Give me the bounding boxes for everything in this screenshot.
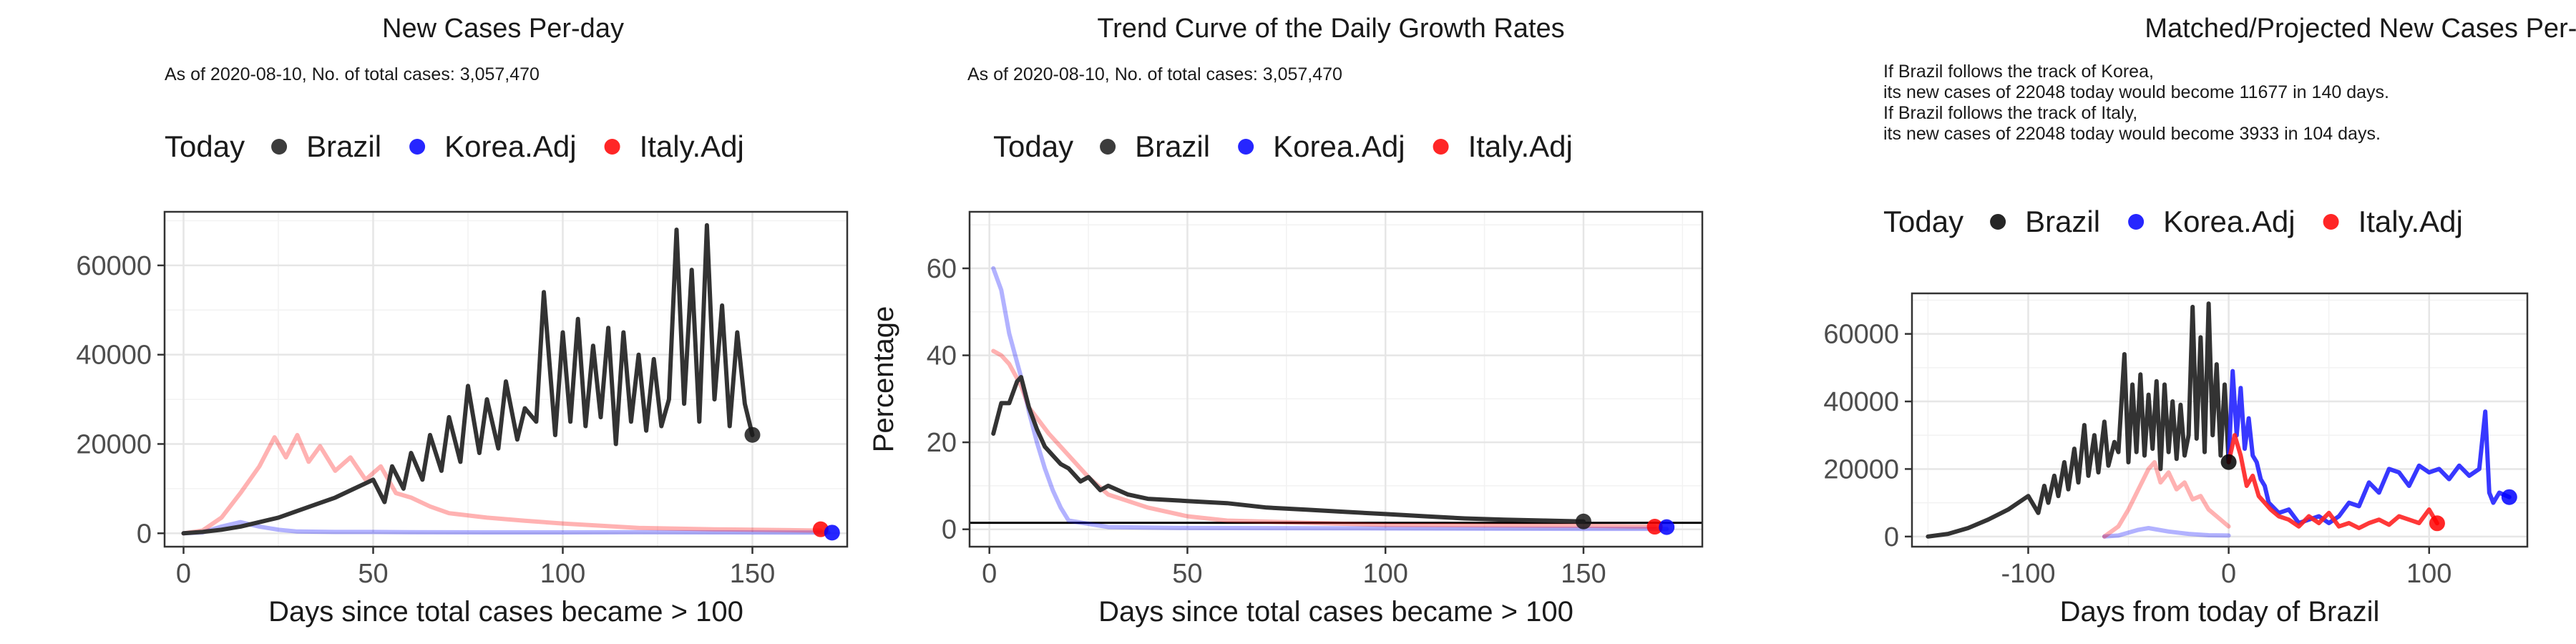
x-tick-label: 150	[1561, 559, 1606, 589]
series-line-brazil	[181, 223, 755, 536]
series-group	[181, 223, 831, 536]
series-line-korea-adj	[991, 266, 1669, 532]
legend-label-korea-adj: Korea.Adj	[2163, 205, 2295, 238]
chart-panel-1: New Cases Per-day As of 2020-08-10, No. o…	[76, 14, 849, 628]
series-line-brazil	[1926, 301, 2231, 539]
y-tick-label: 0	[942, 515, 957, 545]
legend-title: Today	[165, 130, 245, 163]
today-point-korea-adj	[1659, 519, 1675, 535]
plot-border	[968, 210, 1704, 548]
legend-label-italy-adj: Italy.Adj	[2358, 205, 2463, 238]
today-point-italy-adj	[1646, 519, 1663, 535]
legend-marker-brazil	[271, 139, 288, 155]
x-tick-label: -100	[2001, 559, 2055, 589]
x-tick-label: 50	[358, 559, 388, 589]
series-line-korea-adj	[181, 519, 831, 536]
y-tick-label: 0	[137, 519, 152, 549]
legend-label-italy-adj: Italy.Adj	[640, 130, 744, 163]
axis-ticks: 0 50 100 150 0 20000 40000 60000	[76, 251, 775, 589]
x-tick-label: 50	[1172, 559, 1202, 589]
series-group	[1926, 301, 2512, 539]
chart-subtitle-line: As of 2020-08-10, No. of total cases: 3,…	[165, 64, 540, 84]
x-tick-label: 100	[2406, 559, 2451, 589]
series-line-italy-adj-history	[2102, 460, 2231, 539]
legend-label-brazil: Brazil	[1135, 130, 1210, 163]
legend-title: Today	[993, 130, 1073, 163]
plot-border	[1911, 292, 2529, 548]
today-point-brazil	[1575, 513, 1591, 530]
series-line-italy-adj	[181, 433, 823, 536]
chart-subtitle-line: If Brazil follows the track of Korea,	[1883, 62, 2154, 82]
legend-marker-italy-adj	[604, 139, 620, 155]
today-point-brazil	[744, 426, 761, 443]
x-tick-label: 150	[730, 559, 775, 589]
x-axis-label: Days from today of Brazil	[2060, 596, 2380, 628]
plot-background	[165, 212, 847, 547]
x-tick-label: 100	[540, 559, 585, 589]
plot-background	[970, 212, 1702, 547]
legend: Today Brazil Korea.Adj Italy.Adj	[993, 130, 1573, 163]
legend-marker-brazil	[1100, 139, 1116, 155]
y-tick-label: 0	[1884, 522, 1899, 552]
series-group	[991, 266, 1669, 532]
legend: Today Brazil Korea.Adj Italy.Adj	[165, 130, 744, 163]
legend: Today Brazil Korea.Adj Italy.Adj	[1883, 205, 2463, 238]
chart-title: Trend Curve of the Daily Growth Rates	[1097, 14, 1564, 44]
y-tick-label: 40	[927, 341, 957, 371]
y-tick-label: 40000	[1823, 387, 1899, 417]
series-line-korea-adj	[2226, 369, 2512, 525]
chart-panel-2: Trend Curve of the Daily Growth Rates As …	[868, 14, 1704, 628]
legend-marker-korea-adj	[1238, 139, 1254, 155]
chart-subtitle-line: If Brazil follows the track of Italy,	[1883, 103, 2137, 123]
chart-panel-3: Matched/Projected New Cases Per-day If Br…	[1823, 14, 2576, 628]
y-tick-label: 20000	[76, 429, 152, 459]
legend-marker-italy-adj	[1433, 139, 1449, 155]
legend-label-korea-adj: Korea.Adj	[1273, 130, 1405, 163]
today-point-brazil	[2220, 454, 2237, 470]
legend-marker-korea-adj	[409, 139, 426, 155]
legend-label-italy-adj: Italy.Adj	[1468, 130, 1573, 163]
plot-border	[163, 210, 849, 548]
gridlines	[970, 212, 1702, 547]
legend-label-korea-adj: Korea.Adj	[444, 130, 576, 163]
legend-marker-korea-adj	[2128, 214, 2145, 230]
today-point-korea-adj	[824, 525, 840, 541]
legend-marker-italy-adj	[2323, 214, 2339, 230]
y-tick-label: 20	[927, 428, 957, 458]
y-tick-label: 60	[927, 254, 957, 284]
x-axis-label: Days since total cases became > 100	[1098, 596, 1574, 628]
series-line-korea-adj-history	[2102, 526, 2231, 539]
y-axis-label: Percentage	[868, 306, 899, 453]
series-line-italy-adj	[2226, 433, 2439, 530]
today-point-korea-adj	[2501, 489, 2517, 505]
legend-label-brazil: Brazil	[2025, 205, 2100, 238]
chart-title: Matched/Projected New Cases Per-day	[2145, 14, 2576, 44]
axis-ticks: -100 0 100 0 20000 40000 60000	[1823, 320, 2451, 589]
series-line-brazil	[991, 375, 1586, 524]
chart-title: New Cases Per-day	[382, 14, 624, 44]
legend-title: Today	[1883, 205, 1963, 238]
y-tick-label: 20000	[1823, 454, 1899, 484]
x-tick-label: 100	[1362, 559, 1407, 589]
x-tick-label: 0	[982, 559, 997, 589]
x-tick-label: 0	[2221, 559, 2236, 589]
x-tick-label: 0	[176, 559, 191, 589]
y-tick-label: 60000	[76, 251, 152, 281]
axis-ticks: 0 50 100 150 0 20 40 60	[927, 254, 1606, 589]
legend-label-brazil: Brazil	[306, 130, 381, 163]
today-point-italy-adj	[2429, 515, 2445, 532]
legend-marker-brazil	[1990, 214, 2006, 230]
y-tick-label: 40000	[76, 341, 152, 371]
chart-subtitle-line: As of 2020-08-10, No. of total cases: 3,…	[967, 64, 1342, 84]
y-tick-label: 60000	[1823, 320, 1899, 350]
chart-subtitle-line: its new cases of 22048 today would becom…	[1883, 124, 2381, 144]
x-axis-label: Days since total cases became > 100	[268, 596, 743, 628]
chart-subtitle-line: its new cases of 22048 today would becom…	[1883, 82, 2389, 102]
